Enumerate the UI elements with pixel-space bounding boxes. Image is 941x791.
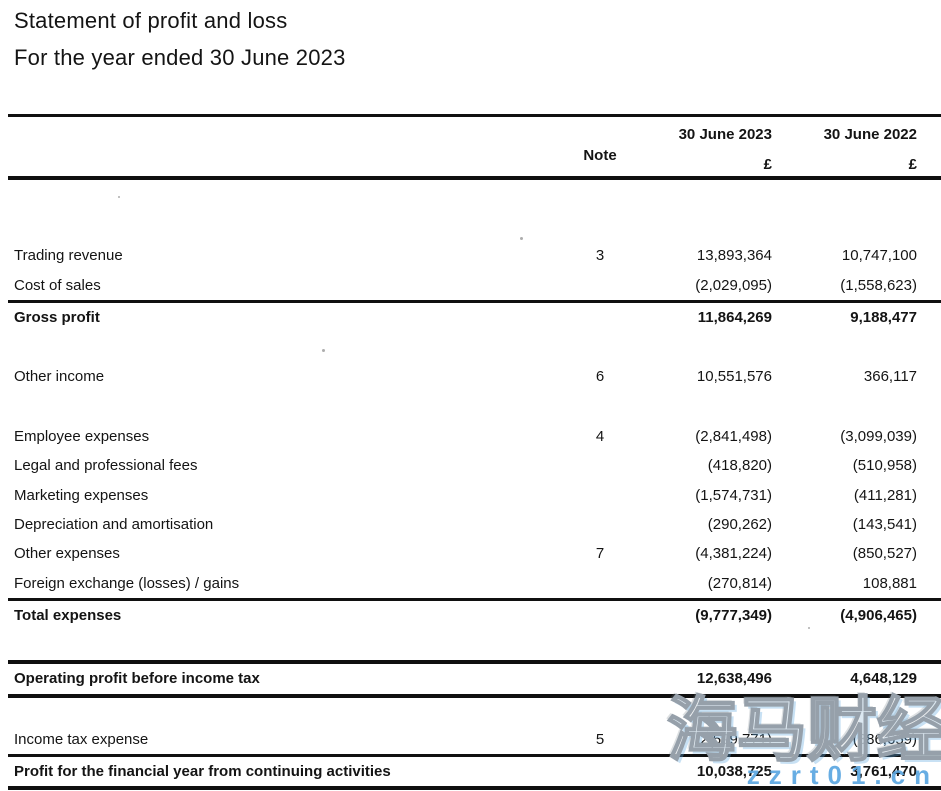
row-value-2023: (270,814) [707, 574, 772, 592]
header-col-2023: 30 June 2023 £ [628, 124, 772, 176]
header-col-2023-date: 30 June 2023 [678, 126, 772, 143]
row-spacer [0, 332, 941, 362]
row-note: 5 [595, 730, 605, 748]
row-value-2022: (850,527) [852, 545, 917, 563]
row-value-2023: (1,574,731) [695, 486, 772, 504]
header-right-pad [917, 124, 941, 176]
header-col-2023-currency: £ [763, 156, 772, 173]
row-label: Gross profit [14, 308, 100, 326]
row-value-2023: (9,777,349) [695, 607, 772, 625]
row-value-2022: (3,099,039) [840, 427, 917, 445]
table-row: Other income 6 10,551,576 366,117 [0, 362, 941, 391]
table-rule [8, 693, 941, 698]
header-label-spacer [0, 124, 572, 176]
document-title: Statement of profit and loss [14, 8, 288, 33]
row-value-2022: (143,541) [852, 515, 917, 533]
row-note: 6 [595, 368, 605, 386]
row-label: Other income [14, 368, 105, 386]
header-note: Note [583, 146, 617, 164]
scan-artifact [118, 196, 120, 198]
row-note: 4 [595, 427, 605, 445]
table-rule [8, 299, 941, 303]
row-label: Trading revenue [14, 247, 123, 265]
row-label: Employee expenses [14, 427, 150, 445]
row-value-2022: 10,747,100 [841, 247, 917, 265]
table-row: Profit for the financial year from conti… [0, 757, 941, 786]
watermark-site: zzrt01.cn [746, 760, 939, 790]
row-value-2023: 12,638,496 [696, 670, 772, 688]
row-label: Depreciation and amortisation [14, 515, 214, 533]
row-value-2023: (2,599,771) [695, 730, 772, 748]
table-rule [8, 786, 941, 791]
row-value-2022: 9,188,477 [850, 308, 917, 326]
row-label: Profit for the financial year from conti… [14, 763, 391, 781]
watermark-text: 海马财经 [666, 691, 941, 769]
header-col-2022: 30 June 2022 £ [772, 124, 917, 176]
scan-artifact [322, 349, 325, 352]
scan-artifact [808, 627, 810, 629]
scan-artifact [520, 237, 523, 240]
table-row: Trading revenue 3 13,893,364 10,747,100 [0, 241, 941, 270]
row-label: Operating profit before income tax [14, 670, 260, 688]
row-spacer [0, 180, 941, 241]
row-value-2023: (2,029,095) [695, 276, 772, 294]
row-value-2023: 10,038,725 [696, 763, 772, 781]
table-row: Total expenses (9,777,349) (4,906,465) [0, 601, 941, 630]
row-value-2023: (418,820) [707, 457, 772, 475]
row-label: Total expenses [14, 607, 122, 625]
row-spacer [0, 392, 941, 422]
table-body: Trading revenue 3 13,893,364 10,747,100 … [0, 180, 941, 791]
row-value-2022: 366,117 [863, 368, 917, 386]
row-label: Other expenses [14, 545, 120, 563]
row-value-2022: (4,906,465) [840, 607, 917, 625]
table-row: Income tax expense 5 (2,599,771) (886,65… [0, 725, 941, 754]
table-row: Other expenses 7 (4,381,224) (850,527) [0, 539, 941, 568]
row-value-2023: 13,893,364 [696, 247, 772, 265]
header-col-2022-currency: £ [908, 156, 917, 173]
table-row: Foreign exchange (losses) / gains (270,8… [0, 569, 941, 598]
row-value-2022: (510,958) [852, 457, 917, 475]
table-row: Depreciation and amortisation (290,262) … [0, 510, 941, 539]
table-row: Marketing expenses (1,574,731) (411,281) [0, 480, 941, 509]
table-header-rule [8, 176, 941, 180]
row-note: 3 [595, 247, 605, 265]
header-col-2022-date: 30 June 2022 [823, 126, 917, 143]
table-rule [8, 660, 941, 665]
row-label: Foreign exchange (losses) / gains [14, 574, 240, 592]
table-rule [8, 597, 941, 601]
row-value-2023: 10,551,576 [696, 368, 772, 386]
row-value-2022: (411,281) [853, 486, 917, 504]
row-value-2022: 3,761,470 [850, 763, 917, 781]
row-label: Legal and professional fees [14, 457, 198, 475]
row-value-2022: 4,648,129 [850, 670, 917, 688]
table-row: Cost of sales (2,029,095) (1,558,623) [0, 270, 941, 299]
table-top-rule [8, 114, 941, 117]
row-spacer [0, 630, 941, 660]
table-row: Gross profit 11,864,269 9,188,477 [0, 303, 941, 332]
table-row: Employee expenses 4 (2,841,498) (3,099,0… [0, 422, 941, 451]
row-label: Income tax expense [14, 730, 149, 748]
row-label: Cost of sales [14, 276, 101, 294]
table-row: Legal and professional fees (418,820) (5… [0, 451, 941, 480]
row-note: 7 [595, 545, 605, 563]
document-subtitle: For the year ended 30 June 2023 [14, 45, 346, 70]
table-rule [8, 754, 941, 758]
row-value-2022: 108,881 [862, 574, 917, 592]
row-value-2022: (1,558,623) [840, 276, 917, 294]
row-value-2022: (886,659) [852, 730, 917, 748]
table-row: Operating profit before income tax 12,63… [0, 664, 941, 693]
row-value-2023: (2,841,498) [695, 427, 772, 445]
row-value-2023: (4,381,224) [695, 545, 772, 563]
row-value-2023: (290,262) [707, 515, 772, 533]
row-value-2023: 11,864,269 [697, 308, 772, 326]
row-label: Marketing expenses [14, 486, 149, 504]
table-header-row: Note 30 June 2023 £ 30 June 2022 £ [0, 117, 941, 176]
